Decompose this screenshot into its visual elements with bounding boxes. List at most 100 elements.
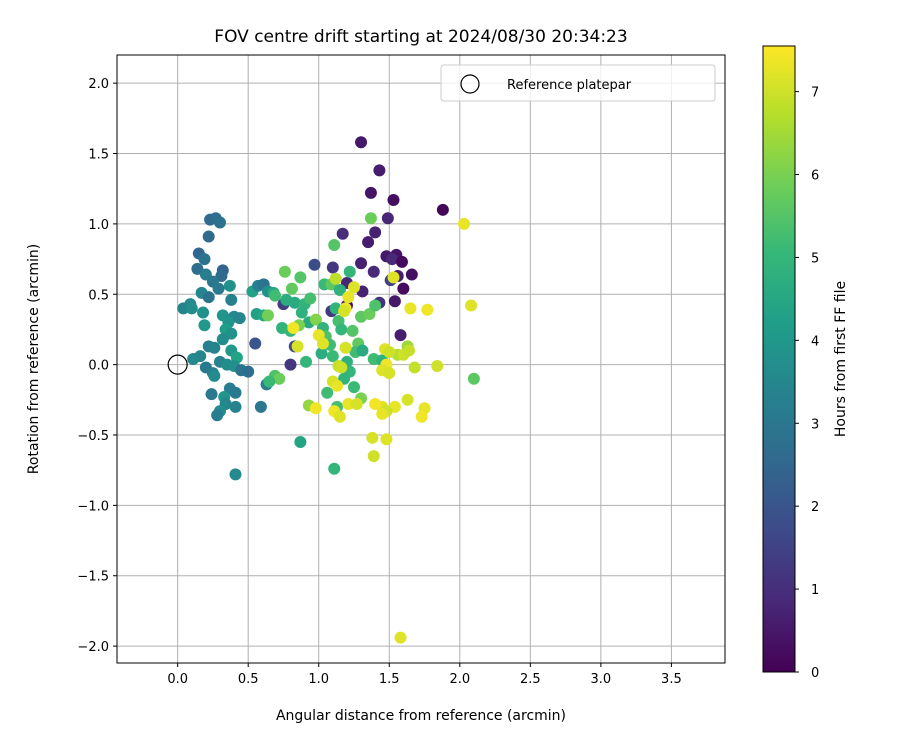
data-point: [339, 341, 352, 354]
colorbar-tick-label: 1: [811, 583, 819, 598]
data-point: [229, 468, 242, 481]
x-tick-label: 2.5: [520, 672, 541, 687]
data-point: [403, 344, 416, 357]
chart-title: FOV centre drift starting at 2024/08/30 …: [214, 27, 627, 47]
data-point: [198, 319, 211, 332]
data-point: [421, 303, 434, 316]
data-point: [328, 462, 341, 475]
y-tick-label: 0.5: [88, 288, 109, 303]
y-tick-label: 1.0: [88, 218, 109, 233]
data-point: [328, 239, 341, 251]
data-point: [233, 312, 246, 325]
data-point: [347, 381, 360, 394]
x-tick-label: 3.0: [591, 672, 612, 687]
y-tick-label: −1.0: [77, 499, 109, 514]
data-point: [369, 398, 382, 411]
data-point: [177, 302, 190, 315]
data-point: [465, 299, 478, 312]
x-tick-label: 1.0: [308, 672, 329, 687]
colorbar-gradient: [762, 45, 796, 673]
data-point: [309, 313, 322, 326]
data-point: [346, 324, 359, 337]
data-point: [225, 327, 238, 340]
data-point: [333, 410, 346, 423]
data-point: [369, 226, 382, 239]
data-point: [415, 410, 428, 423]
data-point: [366, 431, 379, 444]
data-point: [223, 279, 236, 292]
colorbar-ticks: 0 1 2 3 4 5 6 7: [795, 86, 819, 681]
data-point: [185, 302, 198, 315]
data-point: [388, 295, 401, 308]
plot-frame: [116, 54, 726, 664]
data-point: [285, 282, 298, 295]
data-point: [300, 355, 313, 368]
data-point: [284, 358, 297, 371]
data-point: [394, 631, 407, 644]
data-point: [229, 400, 242, 413]
data-point: [386, 253, 399, 266]
data-point: [355, 136, 368, 149]
x-ticks: 0.0 0.5 1.0 1.5 2.0 2.5 3.0 3.5: [167, 663, 682, 687]
data-point: [338, 305, 351, 318]
data-point: [343, 265, 356, 278]
data-point: [350, 398, 363, 411]
data-point: [336, 227, 349, 240]
data-point: [367, 450, 380, 463]
data-point: [431, 360, 444, 373]
data-point: [205, 388, 218, 401]
y-tick-label: −1.5: [77, 570, 109, 585]
colorbar-tick-label: 7: [811, 86, 819, 101]
data-point: [278, 265, 291, 278]
y-tick-label: −2.0: [77, 640, 109, 655]
reference-platepar-marker: [167, 354, 188, 375]
legend-entry-reference: Reference platepar: [507, 78, 632, 93]
data-point: [295, 306, 308, 319]
data-point: [458, 217, 471, 230]
data-point: [408, 361, 421, 374]
data-points: [167, 136, 480, 644]
data-point: [261, 309, 274, 322]
data-point: [342, 398, 355, 411]
x-axis-label: Angular distance from reference (arcmin): [276, 708, 566, 724]
data-point: [383, 345, 396, 358]
data-point: [347, 281, 360, 294]
data-point: [294, 436, 307, 449]
data-point: [254, 400, 267, 413]
x-tick-label: 2.0: [449, 672, 470, 687]
data-point: [216, 333, 229, 346]
data-point: [397, 282, 410, 295]
data-point: [394, 329, 407, 342]
data-point: [294, 271, 307, 284]
colorbar-tick-label: 3: [811, 417, 819, 432]
data-point: [405, 268, 418, 281]
colorbar-tick-label: 2: [811, 500, 819, 515]
data-point: [287, 322, 300, 335]
x-tick-label: 0.5: [238, 672, 259, 687]
data-point: [198, 253, 211, 266]
data-point: [191, 262, 204, 275]
data-point: [387, 271, 400, 284]
colorbar-tick-label: 5: [811, 251, 819, 266]
data-point: [364, 186, 377, 199]
data-point: [326, 350, 339, 363]
data-point: [364, 212, 377, 225]
x-tick-label: 0.0: [167, 672, 188, 687]
legend-reference-marker: [460, 74, 480, 94]
colorbar-tick-label: 0: [811, 666, 819, 681]
data-point: [335, 323, 348, 336]
data-point: [395, 255, 408, 268]
data-point: [380, 433, 393, 446]
data-point: [356, 344, 369, 357]
data-point: [376, 407, 389, 420]
data-point: [316, 337, 329, 350]
data-point: [373, 164, 386, 177]
data-point: [208, 341, 221, 354]
data-point: [263, 375, 276, 388]
data-point: [383, 367, 396, 380]
data-point: [208, 369, 221, 382]
data-point: [225, 293, 238, 306]
data-point: [333, 284, 346, 297]
data-point: [213, 216, 226, 229]
